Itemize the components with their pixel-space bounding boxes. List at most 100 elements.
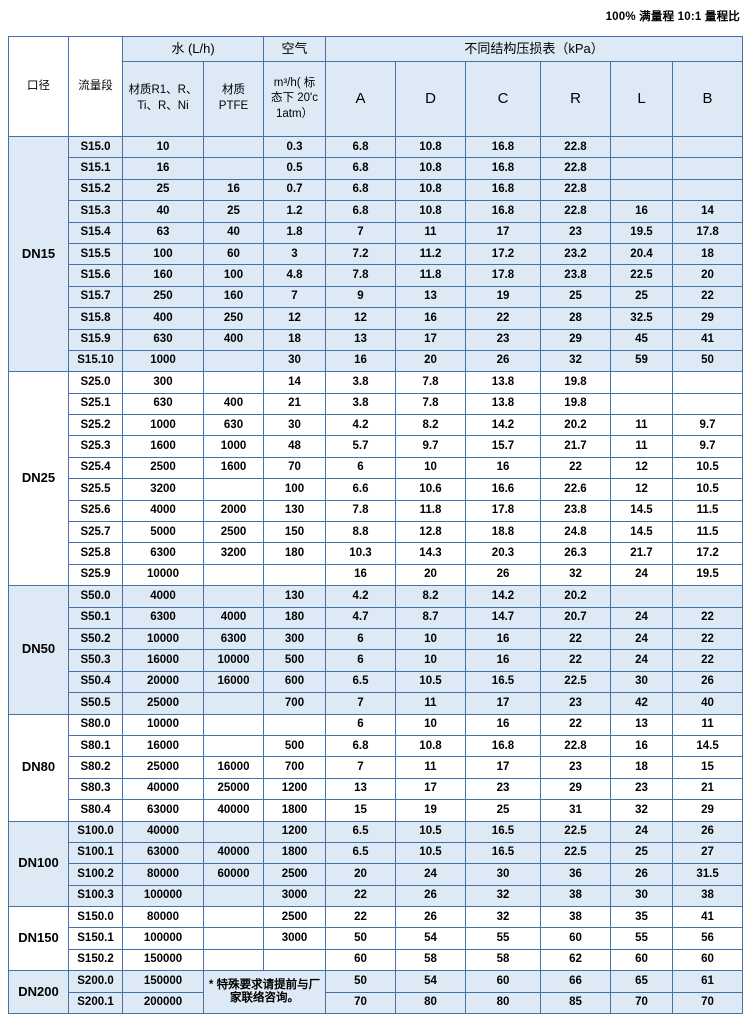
segment-cell: S80.0: [68, 713, 123, 736]
loss-r-cell: 85: [540, 991, 611, 1014]
loss-l-cell: 24: [610, 606, 673, 629]
loss-c-cell: 60: [465, 970, 541, 993]
table-row: S15.6 160 100 4.8 7.8 11.8 17.8 23.8 22.5 20: [9, 264, 744, 287]
header-col-c: C: [465, 61, 541, 137]
loss-r-cell: 19.8: [540, 392, 611, 416]
loss-l-cell: 21.7: [610, 542, 673, 565]
air-cell: 70: [263, 456, 326, 480]
table-row: S15.7 250 160 7 9 13 19 25 25 22: [9, 285, 744, 309]
water-r1-cell: 16000: [122, 649, 204, 672]
air-cell: 150: [263, 521, 326, 544]
loss-c-cell: 16: [465, 713, 541, 736]
loss-c-cell: 16.5: [465, 841, 541, 865]
loss-b-cell: 61: [671, 970, 744, 993]
water-ptfe-cell: [203, 713, 264, 736]
segment-cell: S50.0: [68, 585, 123, 608]
segment-cell: S80.3: [68, 777, 123, 801]
table-row: S100.1 63000 40000 1800 6.5 10.5 16.5 22.5 25 27: [9, 841, 744, 865]
water-ptfe-cell: 40: [203, 221, 264, 244]
loss-d-cell: 58: [395, 948, 466, 972]
air-cell: 3000: [263, 884, 326, 908]
segment-cell: S15.5: [68, 242, 123, 266]
air-cell: 700: [263, 692, 326, 715]
loss-l-cell: 30: [610, 670, 673, 694]
loss-r-cell: 22.8: [540, 157, 611, 180]
loss-d-cell: 7.8: [395, 371, 466, 394]
water-ptfe-cell: [203, 349, 264, 373]
air-cell: 3: [263, 242, 326, 266]
loss-b-cell: 21: [671, 777, 744, 801]
diameter-cell-dn200: DN200: [8, 970, 69, 1014]
loss-b-cell: 41: [671, 328, 744, 351]
loss-d-cell: 11.8: [395, 499, 466, 523]
loss-d-cell: 20: [395, 349, 466, 373]
loss-a-cell: 6: [325, 456, 396, 480]
table-row: S25.7 5000 2500 150 8.8 12.8 18.8 24.8 14.5 11.5: [9, 521, 744, 544]
water-ptfe-cell: [203, 585, 264, 608]
water-ptfe-cell: 4000: [203, 606, 264, 629]
water-r1-cell: 1000: [122, 414, 204, 437]
loss-c-cell: 18.8: [465, 521, 541, 544]
loss-b-cell: 50: [671, 349, 744, 373]
loss-l-cell: 42: [610, 692, 673, 715]
loss-l-cell: 11: [610, 435, 673, 458]
loss-b-cell: [671, 178, 744, 202]
water-r1-cell: 80000: [122, 863, 204, 886]
loss-l-cell: 24: [610, 820, 673, 843]
loss-l-cell: 24: [610, 563, 673, 587]
header-material-ptfe: 材质 PTFE: [203, 61, 264, 137]
loss-d-cell: 10.8: [395, 178, 466, 202]
loss-l-cell: [610, 178, 673, 202]
loss-c-cell: 15.7: [465, 435, 541, 458]
loss-d-cell: 10.8: [395, 157, 466, 180]
segment-cell: S15.1: [68, 157, 123, 180]
header-col-a: A: [325, 61, 396, 137]
loss-d-cell: 80: [395, 991, 466, 1014]
range-caption: 100% 满量程 10:1 量程比: [605, 11, 740, 23]
loss-d-cell: 12.8: [395, 521, 466, 544]
air-cell: 500: [263, 734, 326, 758]
loss-b-cell: 26: [671, 670, 744, 694]
loss-a-cell: 6.5: [325, 820, 396, 843]
loss-a-cell: 7.8: [325, 499, 396, 523]
loss-d-cell: 11: [395, 221, 466, 244]
water-ptfe-cell: [203, 884, 264, 908]
loss-a-cell: 50: [325, 970, 396, 993]
segment-cell: S25.1: [68, 392, 123, 416]
water-r1-cell: 40000: [122, 820, 204, 843]
segment-cell: S80.1: [68, 734, 123, 758]
loss-b-cell: 27: [671, 841, 744, 865]
water-ptfe-cell: 1600: [203, 456, 264, 480]
water-ptfe-cell: 3200: [203, 542, 264, 565]
water-r1-cell: 200000: [122, 991, 204, 1014]
diameter-cell-dn80: DN80: [8, 713, 69, 822]
water-r1-cell: 63: [122, 221, 204, 244]
diameter-cell-dn25: DN25: [8, 371, 69, 587]
water-r1-cell: 250: [122, 285, 204, 309]
loss-a-cell: 3.8: [325, 371, 396, 394]
air-cell: 30: [263, 349, 326, 373]
header-col-r: R: [540, 61, 611, 137]
loss-a-cell: 20: [325, 863, 396, 886]
loss-a-cell: 7: [325, 221, 396, 244]
water-r1-cell: 1000: [122, 349, 204, 373]
footnote-line-2: 家联络咨询。: [230, 992, 299, 1005]
loss-c-cell: 13.8: [465, 371, 541, 394]
loss-c-cell: 23: [465, 328, 541, 351]
loss-a-cell: 6: [325, 649, 396, 672]
loss-r-cell: 22: [540, 456, 611, 480]
segment-cell: S200.0: [68, 970, 123, 993]
loss-a-cell: 13: [325, 328, 396, 351]
water-r1-cell: 20000: [122, 670, 204, 694]
loss-r-cell: 38: [540, 906, 611, 929]
segment-cell: S25.4: [68, 456, 123, 480]
loss-a-cell: 16: [325, 563, 396, 587]
table-row: S50.2 10000 6300 300 6 10 16 22 24 22: [9, 627, 744, 651]
loss-r-cell: 29: [540, 777, 611, 801]
loss-c-cell: 13.8: [465, 392, 541, 416]
loss-c-cell: 16.8: [465, 178, 541, 202]
loss-a-cell: 6.8: [325, 157, 396, 180]
loss-b-cell: 14.5: [671, 734, 744, 758]
water-r1-cell: 25000: [122, 692, 204, 715]
air-cell: [263, 948, 326, 972]
